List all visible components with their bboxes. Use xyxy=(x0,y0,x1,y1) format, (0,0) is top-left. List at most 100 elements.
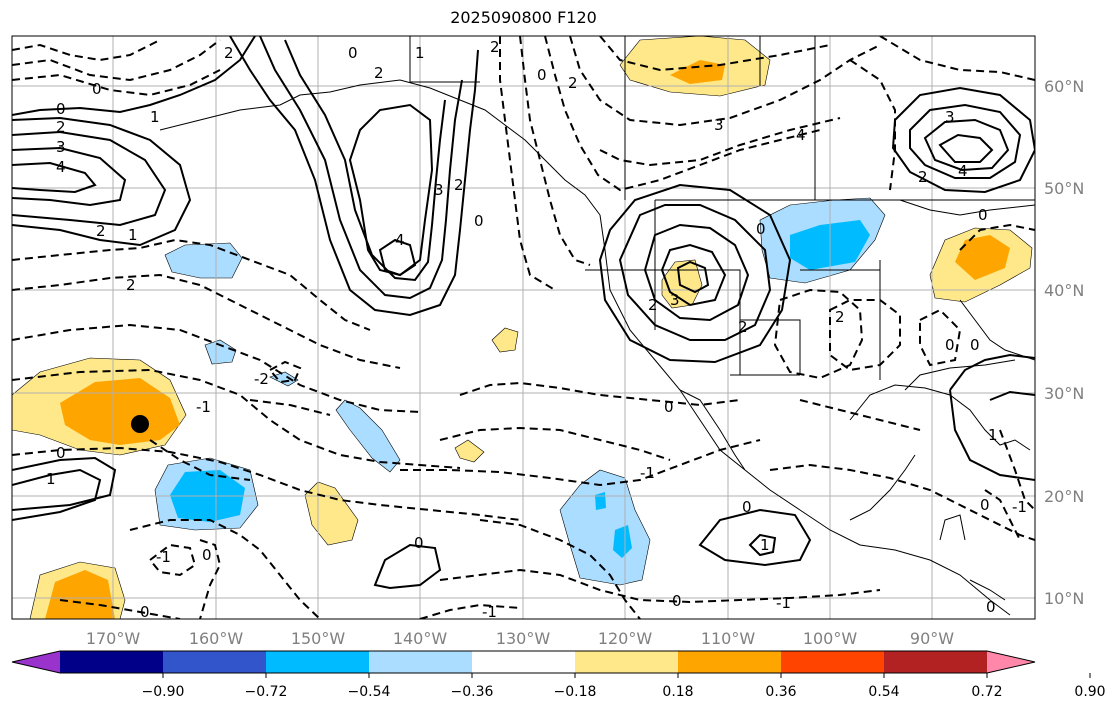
map-frame xyxy=(11,35,1036,620)
contour-label: 0 xyxy=(92,80,102,98)
contour-label: 3 xyxy=(714,116,724,134)
lat-tick-label: 60°N xyxy=(1044,77,1084,96)
contour-label: 2 xyxy=(738,318,748,336)
contour-label: 0 xyxy=(945,336,955,354)
lon-tick-label: 120°W xyxy=(598,629,653,648)
contour-label: -1 xyxy=(776,594,791,612)
lon-tick-label: 90°W xyxy=(910,629,954,648)
lon-tick-label: 100°W xyxy=(803,629,858,648)
warm-core xyxy=(60,378,180,445)
marker-dot xyxy=(131,415,149,433)
lon-tick-labels: 170°W 160°W 150°W 140°W 130°W 120°W 110°… xyxy=(86,629,954,648)
contour-label: 0 xyxy=(756,220,766,238)
contours xyxy=(12,36,1035,590)
warm-region xyxy=(661,259,703,309)
contour-label: 0 xyxy=(537,66,547,84)
colorbar-label: 0.36 xyxy=(765,684,796,700)
contour-label: 2 xyxy=(96,222,106,240)
contour-label: 0 xyxy=(56,444,66,462)
contour-label: -1 xyxy=(640,464,655,482)
contour-label: 2 xyxy=(835,308,845,326)
lon-tick-label: 140°W xyxy=(393,629,448,648)
contour-label: 0 xyxy=(672,592,682,610)
lat-tick-label: 30°N xyxy=(1044,384,1084,403)
colorbar-extend-high xyxy=(987,651,1035,673)
colorbar-segment xyxy=(781,651,885,673)
colorbar-segment xyxy=(678,651,782,673)
contour-label: 1 xyxy=(760,536,770,554)
contour-label: 0 xyxy=(742,498,752,516)
contour-label: 0 xyxy=(140,603,150,621)
contour-label: 0 xyxy=(664,398,674,416)
contour-label: -2 xyxy=(254,370,269,388)
cool-region xyxy=(559,469,651,586)
colorbar-segment xyxy=(369,651,473,673)
contour-label: 3 xyxy=(670,291,680,309)
cool-region xyxy=(164,242,243,279)
contour-label: -1 xyxy=(156,548,171,566)
contour-label: 2 xyxy=(126,276,136,294)
colorbar: −0.90 −0.72 −0.54 −0.36 −0.18 0.18 0.36 0.54 0.7… xyxy=(11,650,1105,700)
lat-tick-label: 50°N xyxy=(1044,179,1084,198)
cool-core xyxy=(595,492,606,510)
cool-region xyxy=(204,339,237,365)
lat-tick-label: 20°N xyxy=(1044,487,1084,506)
contour-label: 2 xyxy=(224,44,234,62)
contour-label: 1 xyxy=(46,470,56,488)
colorbar-label: 0.72 xyxy=(971,684,1002,700)
map-title: 2025090800 F120 xyxy=(450,8,597,27)
contour-label: 0 xyxy=(202,546,212,564)
colorbar-segment xyxy=(266,651,370,673)
coastlines xyxy=(159,36,1035,616)
colorbar-segment xyxy=(60,651,164,673)
lon-tick-label: 110°W xyxy=(701,629,756,648)
contour-label: 0 xyxy=(414,534,424,552)
lat-tick-label: 40°N xyxy=(1044,281,1084,300)
contour-label: 4 xyxy=(796,126,806,144)
contour-label: 3 xyxy=(945,108,955,126)
colorbar-label: −0.18 xyxy=(554,684,597,700)
colorbar-label: 0.54 xyxy=(868,684,899,700)
lon-tick-label: 150°W xyxy=(291,629,346,648)
contour-label: 1 xyxy=(150,108,160,126)
colorbar-label: 0.18 xyxy=(662,684,693,700)
colorbar-label: −0.36 xyxy=(451,684,494,700)
colorbar-label: −0.72 xyxy=(245,684,288,700)
contour-label: 1 xyxy=(128,226,138,244)
contour-label: 0 xyxy=(986,598,996,616)
warm-core xyxy=(955,235,1010,280)
colorbar-extend-low xyxy=(12,651,60,673)
colorbar-segment xyxy=(163,651,267,673)
lat-tick-labels: 60°N 50°N 40°N 30°N 20°N 10°N xyxy=(1044,77,1084,608)
colorbar-segment xyxy=(575,651,679,673)
contour-label: 2 xyxy=(568,74,578,92)
lon-tick-label: 160°W xyxy=(189,629,244,648)
warm-region xyxy=(454,439,485,463)
colorbar-label: 0.90 xyxy=(1074,684,1105,700)
contour-label: 4 xyxy=(56,158,66,176)
contour-label: -1 xyxy=(1012,498,1027,516)
contour-label: 4 xyxy=(958,162,968,180)
contour-label: 3 xyxy=(434,181,444,199)
contour-label: 2 xyxy=(56,118,66,136)
warm-region xyxy=(491,327,519,353)
warm-core xyxy=(45,570,115,619)
contour-label: 0 xyxy=(56,100,66,118)
shaded-regions xyxy=(12,36,1033,619)
contour-label: -1 xyxy=(196,398,211,416)
contour-label: 0 xyxy=(980,496,990,514)
contour-label: 0 xyxy=(978,206,988,224)
contour-label: 2 xyxy=(490,38,500,56)
contour-label: 1 xyxy=(988,426,998,444)
contour-label: 3 xyxy=(56,138,66,156)
colorbar-segment xyxy=(472,651,576,673)
contour-label: 2 xyxy=(648,296,658,314)
lat-tick-label: 10°N xyxy=(1044,589,1084,608)
lon-tick-label: 130°W xyxy=(496,629,551,648)
colorbar-outline xyxy=(11,650,1036,674)
contour-label: 0 xyxy=(348,44,358,62)
lon-tick-label: 170°W xyxy=(86,629,141,648)
contour-label: 1 xyxy=(415,44,425,62)
contour-label: 4 xyxy=(395,231,405,249)
